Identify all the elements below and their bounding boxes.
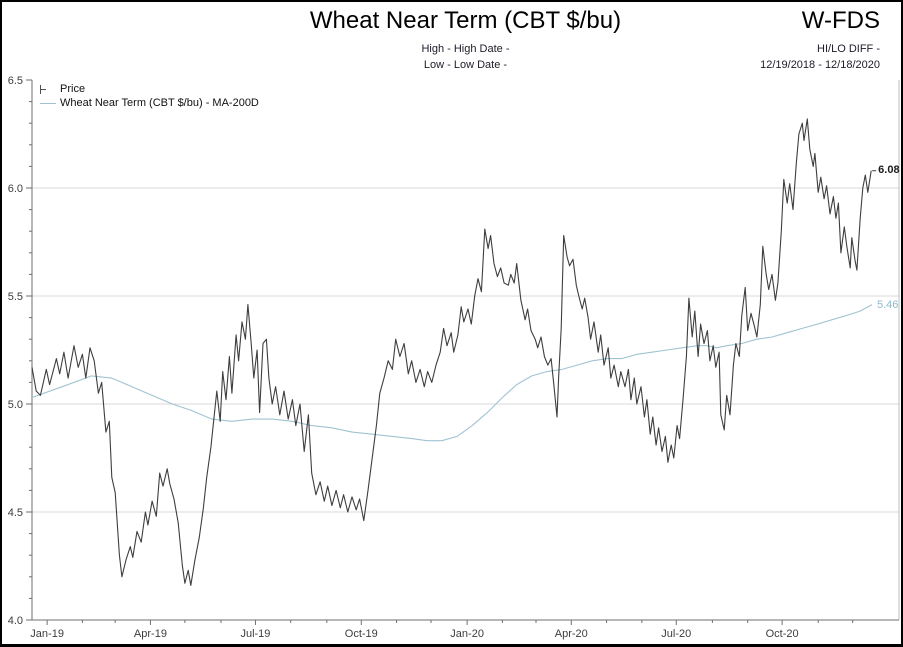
svg-text:Jan-20: Jan-20 [450, 628, 484, 640]
ticker-code: W-FDS [801, 7, 880, 34]
svg-text:6.0: 6.0 [8, 183, 23, 195]
legend-item-price: Price [40, 82, 259, 96]
legend-label-price: Price [60, 83, 86, 95]
low-subtitle: Low - Low Date - [423, 59, 508, 71]
date-range-label: 12/19/2018 - 12/18/2020 [760, 59, 880, 71]
svg-text:5.0: 5.0 [8, 399, 23, 411]
svg-text:Jul-19: Jul-19 [240, 628, 270, 640]
svg-text:5.5: 5.5 [8, 291, 23, 303]
svg-text:Apr-20: Apr-20 [555, 628, 588, 640]
svg-text:Oct-20: Oct-20 [766, 628, 799, 640]
legend-symbol-cell [40, 102, 60, 104]
svg-text:4.0: 4.0 [8, 615, 23, 627]
chart-legend: Price Wheat Near Term (CBT $/bu) - MA-20… [40, 82, 259, 110]
legend-symbol-cell [40, 84, 60, 94]
ma-line-icon [40, 102, 56, 104]
ma-value-label: 5.46 [877, 298, 899, 311]
high-subtitle: High - High Date - [421, 43, 510, 55]
svg-text:Apr-19: Apr-19 [134, 628, 167, 640]
svg-text:Jan-19: Jan-19 [30, 628, 64, 640]
price-tick-icon [40, 84, 47, 94]
svg-text:Oct-19: Oct-19 [345, 628, 378, 640]
svg-text:Jul-20: Jul-20 [661, 628, 691, 640]
svg-text:4.5: 4.5 [8, 507, 23, 519]
legend-item-ma: Wheat Near Term (CBT $/bu) - MA-200D [40, 96, 259, 110]
hilo-diff-label: HI/LO DIFF - [817, 43, 880, 55]
legend-label-ma: Wheat Near Term (CBT $/bu) - MA-200D [60, 97, 259, 109]
page-title: Wheat Near Term (CBT $/bu) [309, 7, 622, 34]
svg-text:6.5: 6.5 [8, 75, 23, 87]
last-price-label: 6.08 [878, 163, 900, 176]
